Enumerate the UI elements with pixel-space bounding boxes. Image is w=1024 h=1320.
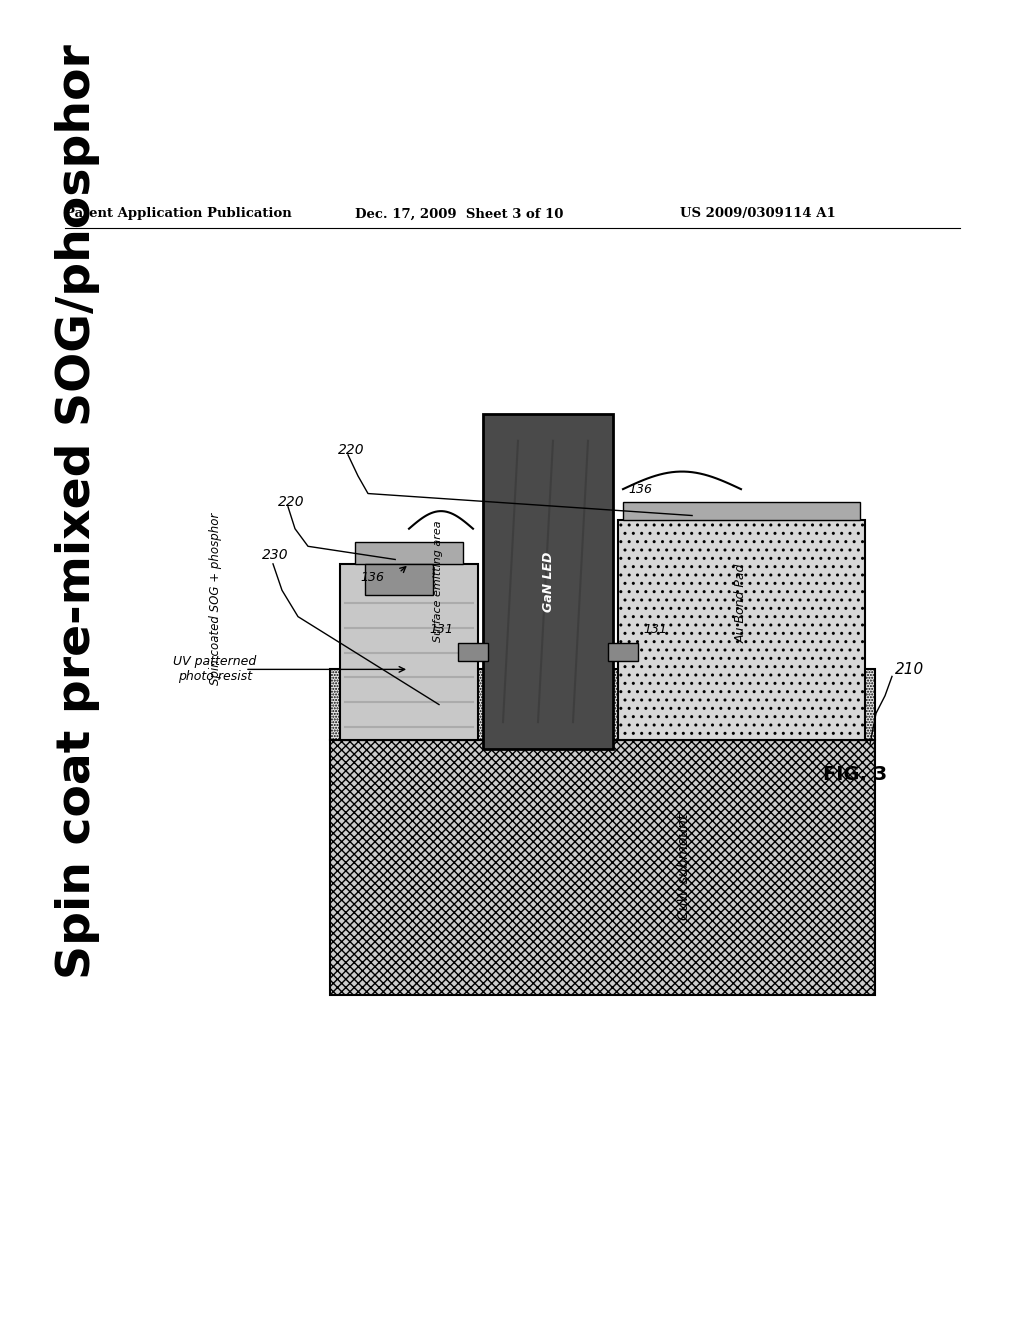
Text: 220: 220 [338,442,365,457]
Bar [618,520,865,739]
Text: Dec. 17, 2009  Sheet 3 of 10: Dec. 17, 2009 Sheet 3 of 10 [355,207,563,220]
Bar [340,564,478,739]
Bar [458,643,488,660]
Bar [623,503,860,520]
Text: FIG. 3: FIG. 3 [823,766,887,784]
Text: 230: 230 [262,548,289,562]
Text: 131: 131 [429,623,453,636]
Text: UV patterned
photo resist: UV patterned photo resist [173,656,257,684]
Text: 136: 136 [628,483,652,495]
Bar [608,643,638,660]
Bar [365,564,433,594]
Text: Patent Application Publication: Patent Application Publication [65,207,292,220]
Bar [483,414,613,748]
Text: 220: 220 [278,495,304,510]
Text: Spin coat pre-mixed SOG/phosphor: Spin coat pre-mixed SOG/phosphor [55,44,100,978]
Text: 136: 136 [360,570,384,583]
Text: CuW submount: CuW submount [677,814,691,920]
Text: Spin coated SOG + phosphor: Spin coated SOG + phosphor [209,513,221,685]
Bar [330,669,874,739]
Text: Surface emitting area: Surface emitting area [433,520,443,643]
Bar [355,543,463,564]
Text: GaN LED: GaN LED [542,552,555,611]
Bar [330,739,874,995]
Text: US 2009/0309114 A1: US 2009/0309114 A1 [680,207,836,220]
Text: 210: 210 [895,661,925,677]
Text: Au Bond Pad: Au Bond Pad [735,564,748,643]
Text: 131: 131 [643,623,667,636]
